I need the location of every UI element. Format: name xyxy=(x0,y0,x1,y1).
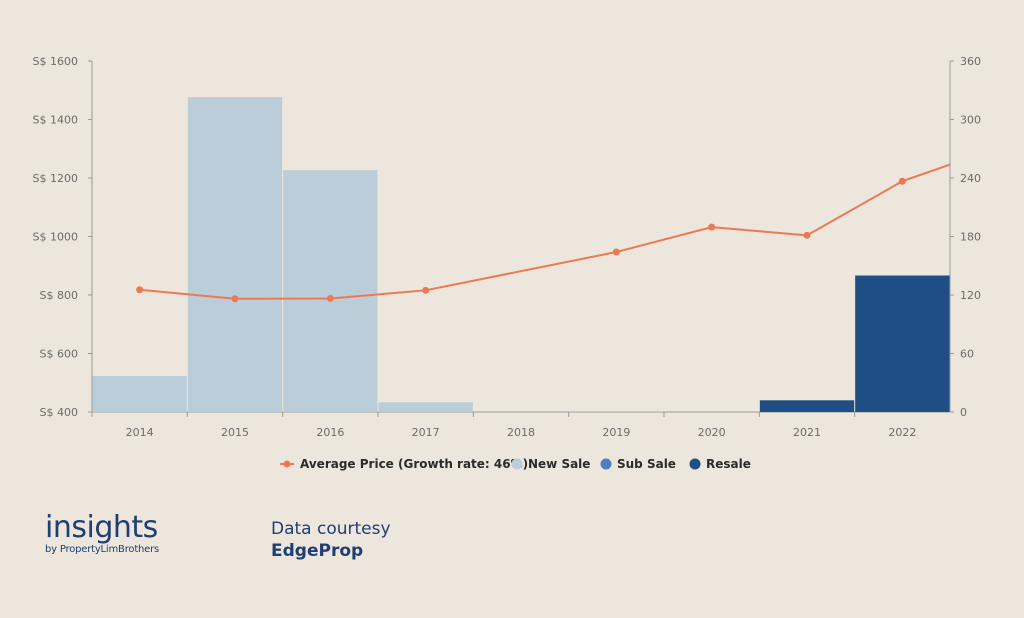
x-tick-label: 2015 xyxy=(221,426,249,439)
legend-swatch xyxy=(689,458,701,470)
bar-new-sale xyxy=(283,170,378,412)
legend-swatch xyxy=(511,458,523,470)
x-tick-label: 2019 xyxy=(602,426,630,439)
bar-new-sale xyxy=(378,402,473,412)
bar-new-sale xyxy=(92,375,187,412)
x-tick-label: 2022 xyxy=(888,426,916,439)
legend: Average Price (Growth rate: 46%) New Sale… xyxy=(280,457,751,471)
x-tick-label: 2014 xyxy=(126,426,154,439)
price-point xyxy=(136,286,144,294)
price-point xyxy=(708,223,716,231)
price-point xyxy=(803,231,811,239)
left-tick-label: S$ 1600 xyxy=(33,55,78,68)
right-tick-label: 120 xyxy=(960,289,981,302)
legend-label: Sub Sale xyxy=(617,457,676,471)
legend-label: Average Price (Growth rate: 46%) xyxy=(300,457,528,471)
legend-swatch xyxy=(283,460,291,468)
brand-logo: insights by PropertyLimBrothers xyxy=(45,510,160,556)
right-tick-label: 60 xyxy=(960,348,974,361)
bar-new-sale xyxy=(569,411,664,412)
left-tick-label: S$ 1400 xyxy=(33,114,78,127)
data-credit: Data courtesy EdgeProp xyxy=(271,518,391,562)
bar-new-sale xyxy=(187,97,283,412)
price-point xyxy=(231,295,239,303)
legend-item: Resale xyxy=(689,457,751,471)
legend-item: Sub Sale xyxy=(600,457,676,471)
legend-item: New Sale xyxy=(511,457,590,471)
left-tick-label: S$ 800 xyxy=(40,289,78,302)
price-point xyxy=(326,295,334,303)
bar-resale xyxy=(855,275,950,412)
legend-label: Resale xyxy=(706,457,751,471)
price-point xyxy=(612,248,620,256)
right-tick-label: 300 xyxy=(960,114,981,127)
left-tick-label: S$ 1200 xyxy=(33,172,78,185)
credit-label: Data courtesy xyxy=(271,519,391,539)
x-tick-label: 2017 xyxy=(412,426,440,439)
right-tick-label: 0 xyxy=(960,406,967,419)
credit-source: EdgeProp xyxy=(271,541,364,561)
axes: S$ 400 S$ 600 S$ 800 S$ 1000 S$ 1200 S$ 1400 S… xyxy=(33,55,981,439)
bar-resale xyxy=(759,400,855,412)
left-tick-label: S$ 1000 xyxy=(33,231,78,244)
brand-name: insights xyxy=(45,510,158,545)
legend-swatch xyxy=(600,458,612,470)
price-line xyxy=(136,163,951,303)
x-tick-label: 2018 xyxy=(507,426,535,439)
right-tick-label: 180 xyxy=(960,231,981,244)
legend-label: New Sale xyxy=(528,457,590,471)
chart: S$ 400 S$ 600 S$ 800 S$ 1000 S$ 1200 S$ 1400 S… xyxy=(33,55,981,471)
x-tick-label: 2016 xyxy=(316,426,344,439)
x-tick-label: 2021 xyxy=(793,426,821,439)
left-tick-label: S$ 600 xyxy=(40,348,78,361)
bars xyxy=(92,97,950,412)
x-tick-label: 2020 xyxy=(698,426,726,439)
right-tick-label: 240 xyxy=(960,172,981,185)
price-point xyxy=(898,177,906,185)
price-point xyxy=(422,286,430,294)
legend-item: Average Price (Growth rate: 46%) xyxy=(280,457,528,471)
right-tick-label: 360 xyxy=(960,55,981,68)
brand-tagline: by PropertyLimBrothers xyxy=(45,544,160,555)
left-tick-label: S$ 400 xyxy=(40,406,78,419)
